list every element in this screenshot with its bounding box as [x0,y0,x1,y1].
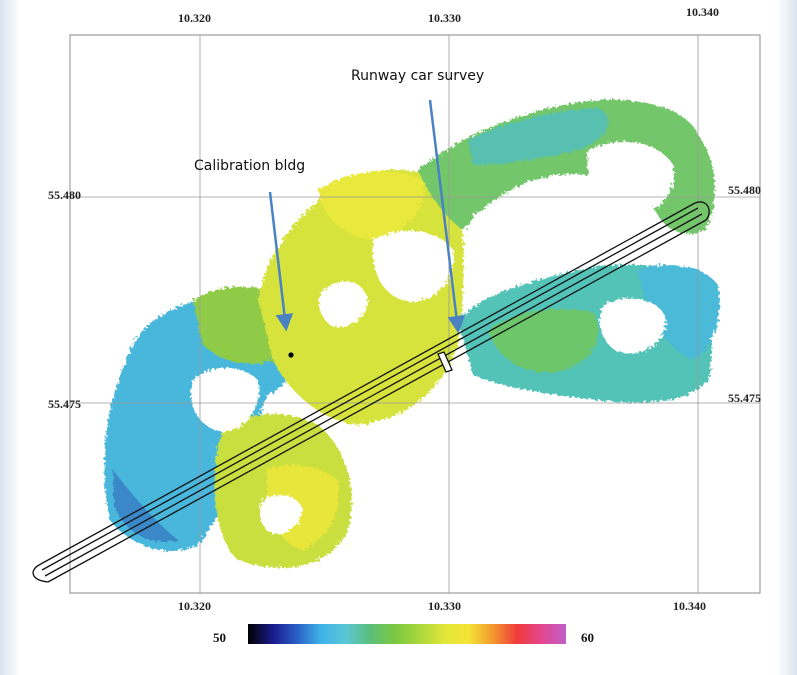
arrow-calibration-bldg [268,191,294,332]
colorbar-min-label: 50 [213,630,226,645]
annotation-calibration-bldg: Calibration bldg [194,158,305,174]
calibration-bldg-marker [288,352,294,358]
colorbar-max-label: 60 [581,630,594,645]
lon-tick-top-1: 10.330 [428,11,461,25]
lon-tick-bottom-1: 10.330 [428,599,461,613]
lon-tick-bottom-0: 10.320 [178,599,211,613]
figure-panel: 10.320 10.330 10.340 10.320 10.330 10.34… [18,0,778,675]
runway-crossing [437,351,453,373]
colorbar [248,624,566,644]
lon-tick-top-0: 10.320 [178,11,211,25]
lat-tick-left-1: 55.475 [48,397,81,411]
survey-map: 10.320 10.330 10.340 10.320 10.330 10.34… [32,5,761,645]
arrow-runway-car-survey [428,99,465,334]
lat-tick-left-0: 55.480 [48,188,81,202]
map-grid [70,35,760,593]
runway [32,201,710,583]
lon-tick-top-2: 10.340 [686,5,719,19]
coverage-gaps [191,141,674,534]
lat-tick-right-1: 55.475 [728,391,761,405]
annotation-runway-car-survey: Runway car survey [351,68,484,84]
lon-tick-bottom-2: 10.340 [673,599,706,613]
lat-tick-right-0: 55.480 [728,183,761,197]
